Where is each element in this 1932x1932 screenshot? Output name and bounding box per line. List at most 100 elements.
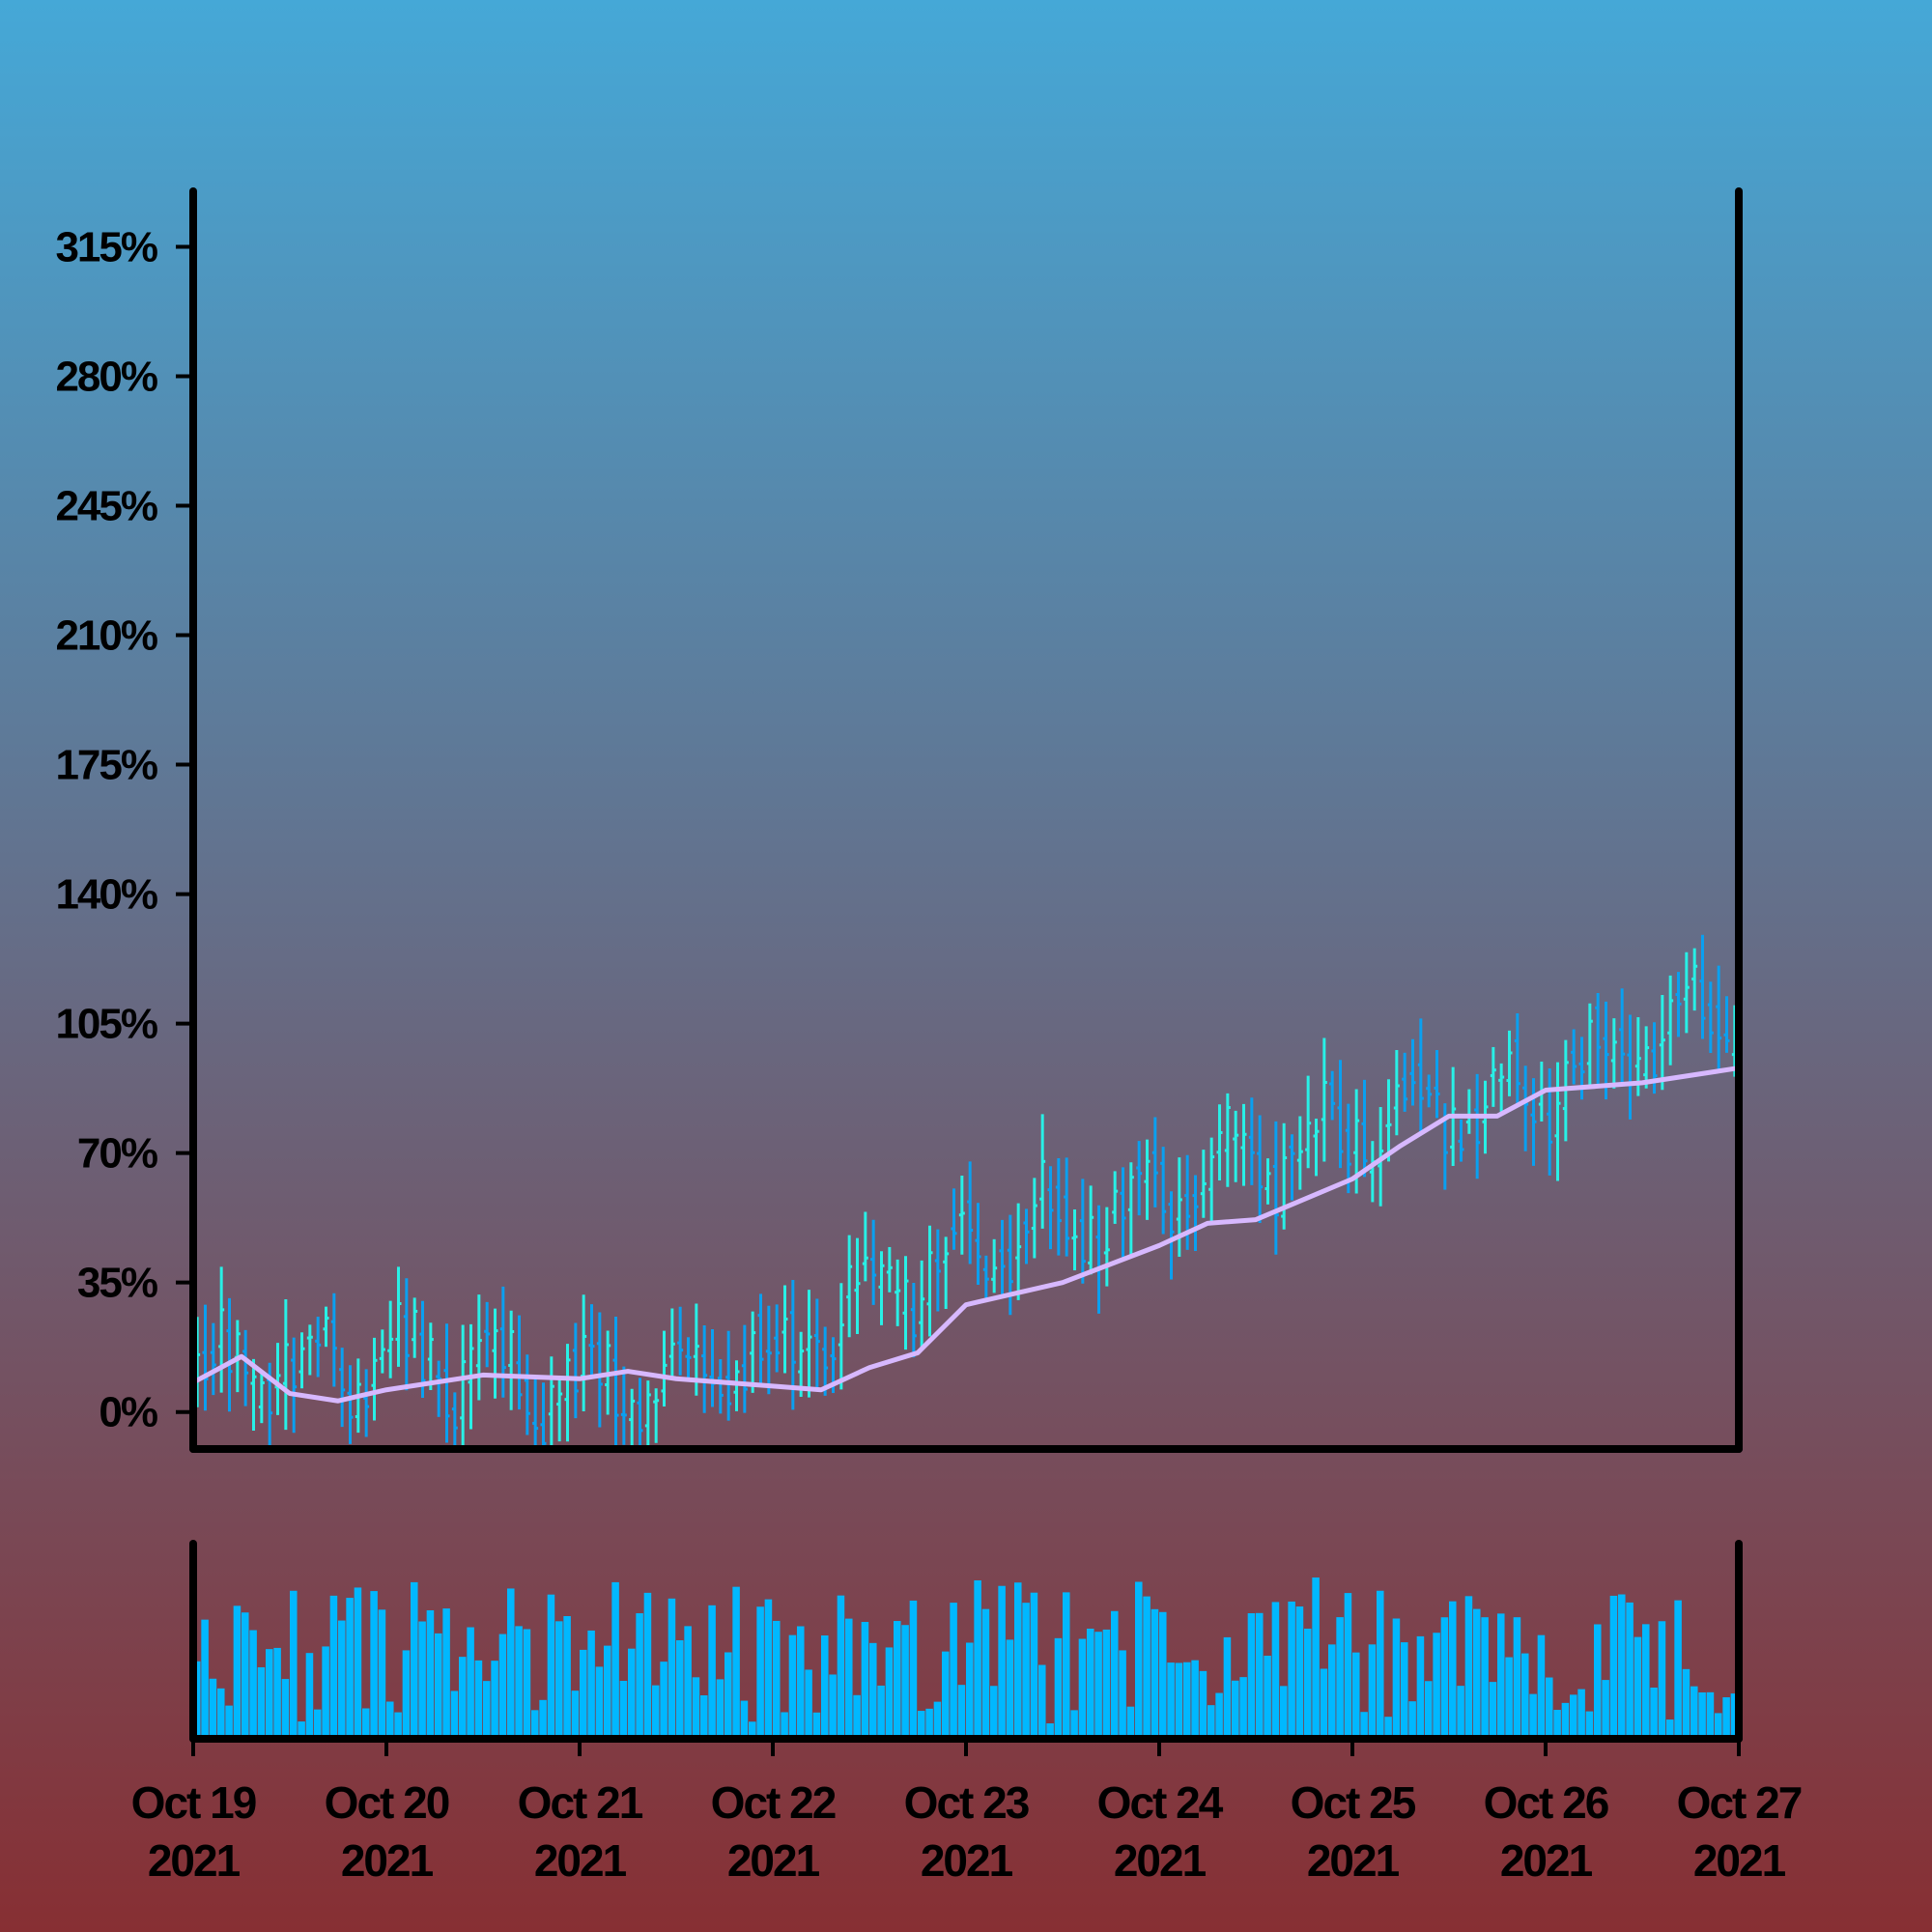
volume-bar	[370, 1591, 378, 1735]
volume-bar	[1513, 1617, 1521, 1735]
volume-bar	[442, 1608, 450, 1735]
ohlc-bar	[862, 1211, 868, 1282]
ohlc-bar	[934, 1229, 941, 1312]
volume-bar	[1377, 1590, 1384, 1735]
ohlc-bar	[846, 1235, 853, 1338]
ohlc-bar	[387, 1300, 394, 1378]
ohlc-bar	[886, 1246, 893, 1293]
volume-bar	[329, 1595, 338, 1735]
volume-bar	[459, 1657, 467, 1735]
volume-bar	[966, 1642, 974, 1735]
volume-bar	[1135, 1581, 1143, 1735]
volume-bar	[676, 1640, 684, 1735]
ohlc-bar	[910, 1282, 917, 1358]
ohlc-bar	[1498, 1063, 1505, 1116]
volume-bar	[1328, 1644, 1336, 1735]
ohlc-bar	[1151, 1117, 1158, 1208]
volume-bar	[869, 1642, 877, 1735]
ohlc-bar	[1458, 1119, 1464, 1162]
volume-bar	[981, 1608, 990, 1735]
volume-bar	[1232, 1680, 1239, 1735]
volume-bar	[298, 1721, 305, 1735]
volume-bar	[1577, 1689, 1585, 1735]
volume-bar	[1674, 1600, 1682, 1735]
volume-bar	[1626, 1602, 1634, 1735]
volume-bar	[692, 1677, 700, 1735]
volume-bar	[1038, 1664, 1046, 1735]
ohlc-bar	[564, 1344, 571, 1442]
ohlc-bar	[460, 1324, 467, 1449]
y-axis: 0% 35% 70% 105% 140% 175% 210% 245% 280% 315%	[55, 223, 193, 1436]
volume-bar	[1642, 1624, 1650, 1735]
ohlc-bar	[403, 1278, 410, 1391]
ohlc-bar	[1216, 1104, 1223, 1181]
ohlc-bar	[733, 1360, 740, 1411]
volume-bar	[1208, 1705, 1215, 1735]
volume-bar	[740, 1700, 749, 1735]
volume-bar	[636, 1613, 643, 1735]
volume-bar	[749, 1721, 756, 1735]
volume-bar	[901, 1625, 909, 1735]
volume-bar	[716, 1679, 724, 1735]
volume-bar	[1722, 1697, 1730, 1735]
volume-bar	[346, 1598, 354, 1735]
volume-bar	[942, 1651, 950, 1735]
ohlc-bar	[982, 1255, 989, 1303]
ohlc-bar	[1321, 1037, 1327, 1162]
ohlc-bar	[1296, 1116, 1303, 1190]
volume-bar	[314, 1709, 322, 1735]
x-tick-label: Oct 23	[904, 1777, 1029, 1828]
volume-bar	[1006, 1639, 1014, 1735]
ohlc-bar	[1200, 1150, 1207, 1218]
volume-bar	[668, 1598, 676, 1735]
ohlc-bar	[685, 1337, 692, 1378]
volume-bar	[491, 1661, 498, 1735]
volume-bar	[1143, 1596, 1151, 1735]
volume-bar	[257, 1666, 266, 1735]
ohlc-bar	[1393, 1049, 1400, 1136]
ohlc-bar	[1329, 1070, 1336, 1121]
ohlc-bar	[757, 1293, 764, 1383]
volume-bar	[1304, 1628, 1312, 1735]
ohlc-bar	[508, 1310, 515, 1410]
volume-bar	[1634, 1636, 1642, 1735]
ohlc-bar	[854, 1237, 861, 1334]
ohlc-bar	[1168, 1191, 1175, 1280]
ohlc-bar	[1047, 1166, 1054, 1250]
ohlc-bar	[806, 1290, 812, 1398]
ohlc-bar	[1120, 1167, 1126, 1260]
volume-bar	[1433, 1633, 1440, 1735]
ohlc-bar	[1667, 975, 1674, 1065]
ohlc-bar	[1434, 1050, 1440, 1119]
volume-bar	[1368, 1644, 1377, 1735]
volume-bar	[402, 1650, 411, 1735]
volume-bar	[1239, 1677, 1247, 1735]
ohlc-bar	[943, 1236, 950, 1309]
ohlc-bar	[1264, 1158, 1271, 1205]
ohlc-bar	[1160, 1147, 1167, 1235]
volume-bar	[1457, 1686, 1464, 1735]
volume-bar	[507, 1588, 515, 1735]
x-tick-label: Oct 22	[711, 1777, 836, 1828]
ohlc-bar	[572, 1322, 579, 1419]
volume-bar	[555, 1621, 563, 1735]
ohlc-bar	[1586, 1003, 1593, 1087]
volume-bar	[571, 1690, 580, 1735]
volume-bar	[587, 1630, 595, 1735]
volume-bar	[1715, 1713, 1722, 1735]
volume-bar	[1440, 1617, 1449, 1735]
volume-bar	[563, 1615, 571, 1735]
volume-bar	[281, 1679, 290, 1735]
y-tick-label: 140%	[55, 871, 156, 919]
ohlc-bar	[298, 1332, 305, 1389]
volume-bar	[1449, 1601, 1457, 1735]
ohlc-bar	[1127, 1162, 1134, 1258]
volume-bar	[1030, 1592, 1038, 1735]
volume-bar	[474, 1660, 483, 1735]
ohlc-bar	[1015, 1203, 1022, 1300]
x-tick-label: Oct 20	[325, 1777, 449, 1828]
ohlc-bar	[644, 1380, 651, 1449]
ohlc-bar	[661, 1330, 668, 1407]
